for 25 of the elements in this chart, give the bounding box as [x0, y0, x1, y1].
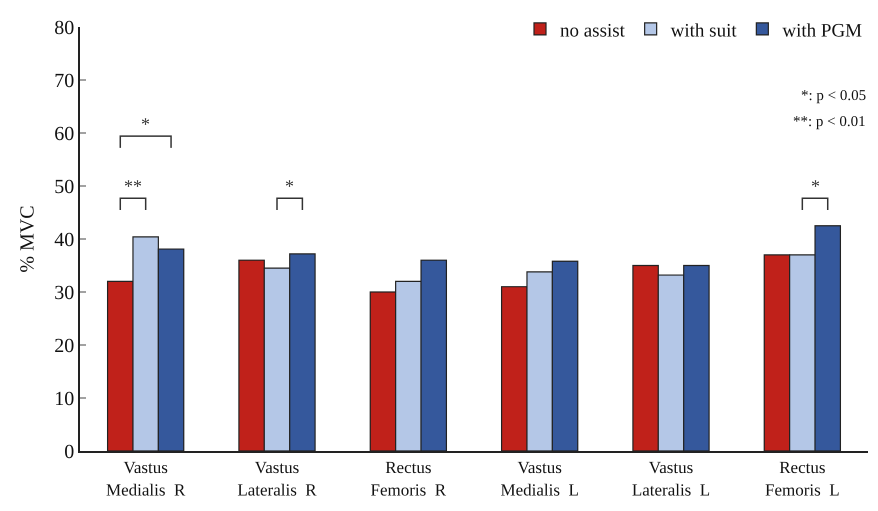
y-tick-label: 0 — [64, 441, 74, 463]
y-axis-title: % MVC — [16, 205, 38, 273]
annotation: * — [285, 176, 294, 196]
legend-label: with PGM — [782, 20, 862, 42]
x-tick-label: Vastus Medialis L — [500, 458, 579, 500]
annotation: * — [141, 114, 150, 134]
x-tick-label: Vastus Medialis R — [106, 458, 186, 500]
y-tick-label: 10 — [54, 388, 74, 410]
y-tick-label: 20 — [54, 335, 74, 357]
y-tick-label: 40 — [54, 229, 74, 251]
annotation: **: p < 0.01 — [793, 114, 866, 130]
annotation: ** — [124, 176, 142, 196]
x-tick-label: Vastus Lateralis L — [632, 458, 710, 500]
y-tick-label: 60 — [54, 123, 74, 145]
legend-label: with suit — [670, 20, 738, 42]
y-tick-label: 70 — [54, 70, 74, 92]
annotation: * — [811, 176, 820, 196]
annotation: *: p < 0.05 — [801, 88, 866, 104]
x-tick-label: Rectus Femoris L — [765, 458, 840, 500]
y-tick-label: 80 — [54, 17, 74, 39]
y-tick-label: 30 — [54, 282, 74, 304]
x-tick-label: Rectus Femoris R — [370, 458, 447, 500]
legend-label: no assist — [560, 20, 626, 42]
y-tick-label: 50 — [54, 176, 74, 198]
x-tick-label: Vastus Lateralis R — [237, 458, 318, 500]
